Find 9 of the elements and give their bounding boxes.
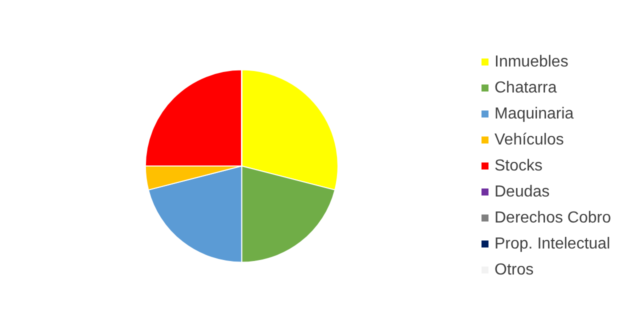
- legend-label: Inmuebles: [494, 54, 568, 70]
- legend-label: Maquinaria: [494, 106, 574, 122]
- legend-label: Vehículos: [494, 132, 564, 148]
- legend-label: Deudas: [494, 184, 550, 200]
- legend-label: Derechos Cobro: [494, 210, 612, 226]
- legend-label: Stocks: [494, 158, 543, 174]
- legend-label: Otros: [494, 262, 534, 278]
- legend-label: Chatarra: [494, 80, 557, 96]
- legend-label: Prop. Intelectual: [494, 236, 610, 252]
